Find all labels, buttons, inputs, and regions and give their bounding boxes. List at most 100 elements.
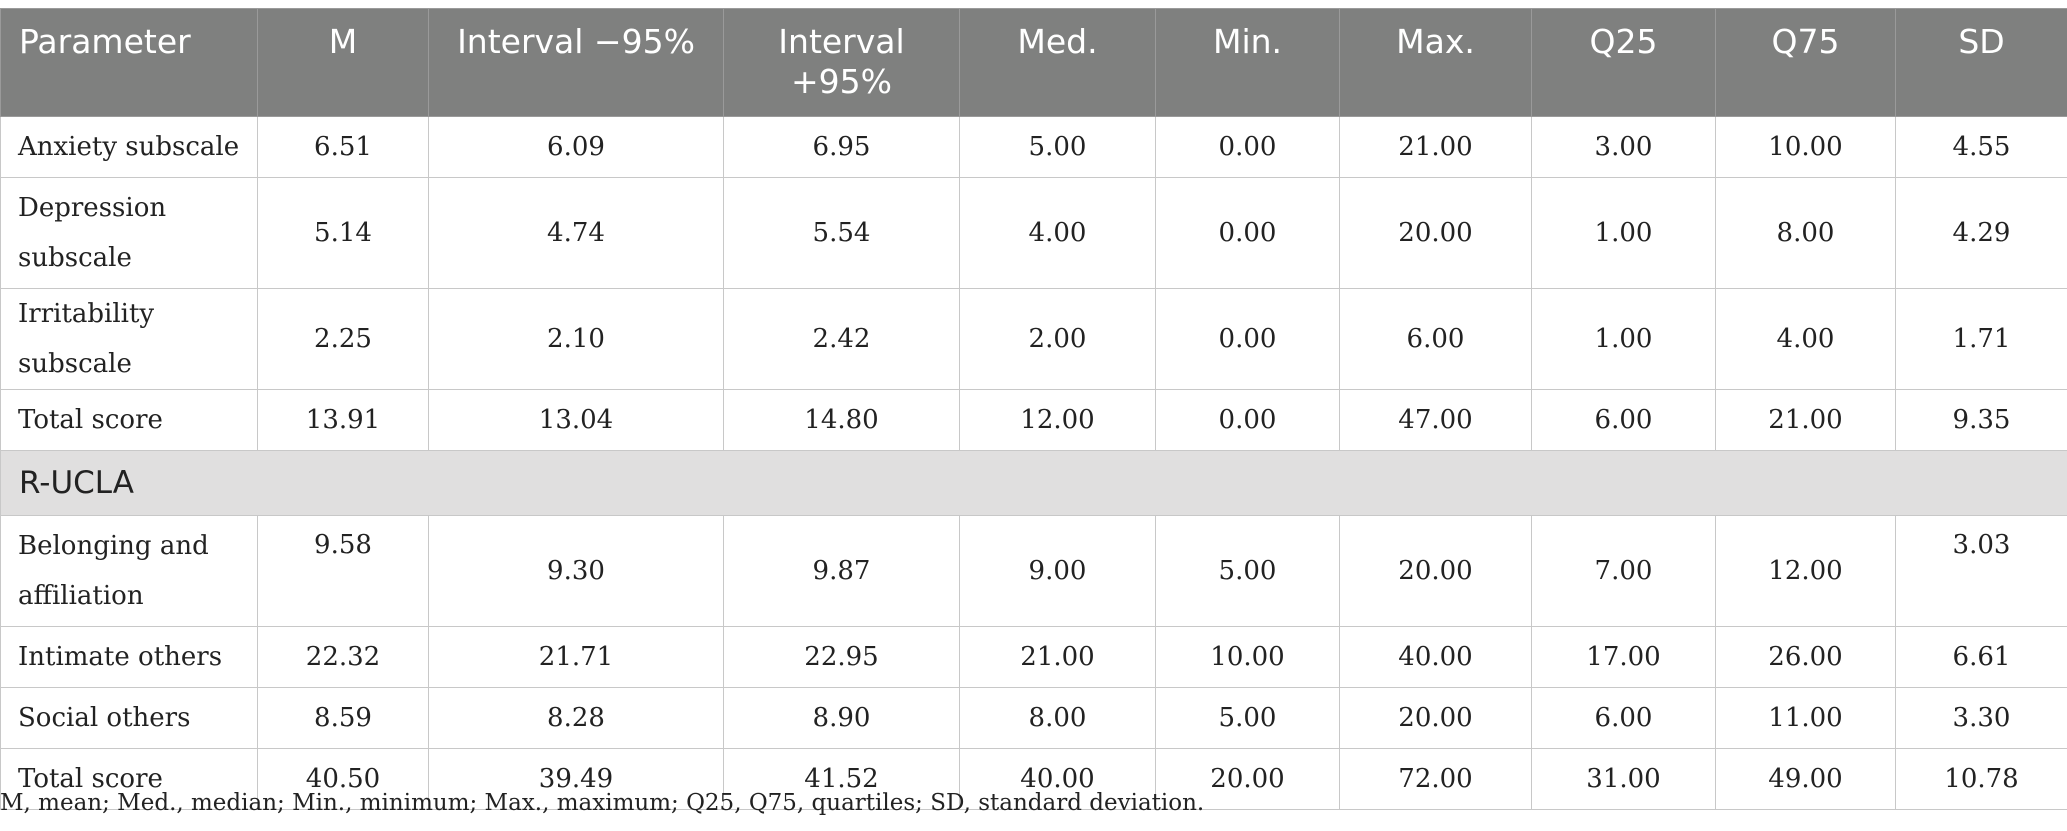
table-cell: 5.00 [959, 116, 1156, 178]
table-cell: 5.14 [257, 177, 429, 289]
row-label: Social others [0, 687, 258, 749]
table-cell: 6.00 [1531, 389, 1716, 451]
statistics-table: Parameter M Interval −95% Interval +95% … [0, 8, 2067, 810]
table-cell: 12.00 [959, 389, 1156, 451]
header-parameter: Parameter [0, 8, 258, 117]
table-cell: 0.00 [1155, 177, 1340, 289]
table-cell: 22.95 [723, 626, 960, 688]
table-cell: 40.00 [1339, 626, 1532, 688]
header-q75: Q75 [1715, 8, 1896, 117]
table-cell: 5.00 [1155, 515, 1340, 627]
table-cell: 5.54 [723, 177, 960, 289]
row-label: Belonging and affiliation [0, 515, 258, 627]
row-label: Total score [0, 389, 258, 451]
table-cell: 40.50 [257, 748, 429, 810]
header-interval-lower: Interval −95% [428, 8, 724, 117]
table-cell: 49.00 [1715, 748, 1896, 810]
table-cell: 4.00 [1715, 288, 1896, 390]
table-cell: 21.00 [1339, 116, 1532, 178]
header-median: Med. [959, 8, 1156, 117]
table-cell: 2.42 [723, 288, 960, 390]
table-cell: 10.78 [1895, 748, 2067, 810]
table-row: Belonging and affiliation 9.58 9.30 9.87… [0, 515, 2067, 627]
table-cell: 21.00 [959, 626, 1156, 688]
table-cell: 72.00 [1339, 748, 1532, 810]
table-cell: 6.51 [257, 116, 429, 178]
table-cell: 1.71 [1895, 288, 2067, 390]
row-label: Irritability subscale [0, 288, 258, 390]
header-q25: Q25 [1531, 8, 1716, 117]
table-cell: 0.00 [1155, 116, 1340, 178]
table-footnote: M, mean; Med., median; Min., minimum; Ma… [0, 790, 1205, 816]
table-cell: 9.30 [428, 515, 724, 627]
table-cell: 22.32 [257, 626, 429, 688]
table-cell: 10.00 [1155, 626, 1340, 688]
header-row: Parameter M Interval −95% Interval +95% … [0, 8, 2067, 117]
table-cell: 21.00 [1715, 389, 1896, 451]
table-cell: 40.00 [959, 748, 1156, 810]
table-cell: 0.00 [1155, 389, 1340, 451]
table-cell: 9.00 [959, 515, 1156, 627]
table-cell: 47.00 [1339, 389, 1532, 451]
table-cell: 6.00 [1339, 288, 1532, 390]
table-cell: 21.71 [428, 626, 724, 688]
table-cell: 5.00 [1155, 687, 1340, 749]
table-cell: 9.35 [1895, 389, 2067, 451]
table-cell: 17.00 [1531, 626, 1716, 688]
table-cell: 6.95 [723, 116, 960, 178]
table-cell: 14.80 [723, 389, 960, 451]
header-interval-upper: Interval +95% [723, 8, 960, 117]
table-cell: 41.52 [723, 748, 960, 810]
table-cell: 31.00 [1531, 748, 1716, 810]
section-row: R-UCLA [0, 450, 2067, 516]
table-cell: 13.91 [257, 389, 429, 451]
table-cell: 6.00 [1531, 687, 1716, 749]
table-cell: 13.04 [428, 389, 724, 451]
table-cell: 1.00 [1531, 288, 1716, 390]
table-cell: 8.59 [257, 687, 429, 749]
table-cell: 4.29 [1895, 177, 2067, 289]
table-row: Irritability subscale 2.25 2.10 2.42 2.0… [0, 288, 2067, 390]
header-min: Min. [1155, 8, 1340, 117]
row-label: Intimate others [0, 626, 258, 688]
row-label: Total score [0, 748, 258, 810]
table-cell: 3.00 [1531, 116, 1716, 178]
table-cell: 39.49 [428, 748, 724, 810]
table-cell: 0.00 [1155, 288, 1340, 390]
table-row: Depression subscale 5.14 4.74 5.54 4.00 … [0, 177, 2067, 289]
table-row: Social others 8.59 8.28 8.90 8.00 5.00 2… [0, 687, 2067, 749]
row-label: Depression subscale [0, 177, 258, 289]
header-mean: M [257, 8, 429, 117]
table-row: Anxiety subscale 6.51 6.09 6.95 5.00 0.0… [0, 116, 2067, 178]
table-cell: 8.28 [428, 687, 724, 749]
table-cell: 10.00 [1715, 116, 1896, 178]
table-row: Intimate others 22.32 21.71 22.95 21.00 … [0, 626, 2067, 688]
table-cell: 4.55 [1895, 116, 2067, 178]
table-cell: 20.00 [1155, 748, 1340, 810]
table-cell: 4.00 [959, 177, 1156, 289]
table-cell: 2.00 [959, 288, 1156, 390]
table-cell: 4.74 [428, 177, 724, 289]
table-cell: 20.00 [1339, 515, 1532, 627]
table-cell: 11.00 [1715, 687, 1896, 749]
table-cell: 3.03 [1895, 515, 2067, 627]
table-cell: 26.00 [1715, 626, 1896, 688]
table-cell: 7.00 [1531, 515, 1716, 627]
section-title: R-UCLA [0, 450, 2067, 516]
table-row: Total score 40.50 39.49 41.52 40.00 20.0… [0, 748, 2067, 810]
table-cell: 6.09 [428, 116, 724, 178]
row-label: Anxiety subscale [0, 116, 258, 178]
table-cell: 8.00 [1715, 177, 1896, 289]
table-cell: 9.87 [723, 515, 960, 627]
table-cell: 2.25 [257, 288, 429, 390]
table-cell: 12.00 [1715, 515, 1896, 627]
table-cell: 3.30 [1895, 687, 2067, 749]
table-cell: 1.00 [1531, 177, 1716, 289]
table-cell: 20.00 [1339, 177, 1532, 289]
table-row: Total score 13.91 13.04 14.80 12.00 0.00… [0, 389, 2067, 451]
table-cell: 8.00 [959, 687, 1156, 749]
table-cell: 2.10 [428, 288, 724, 390]
table-cell: 8.90 [723, 687, 960, 749]
table-cell: 6.61 [1895, 626, 2067, 688]
table-cell: 9.58 [257, 515, 429, 627]
